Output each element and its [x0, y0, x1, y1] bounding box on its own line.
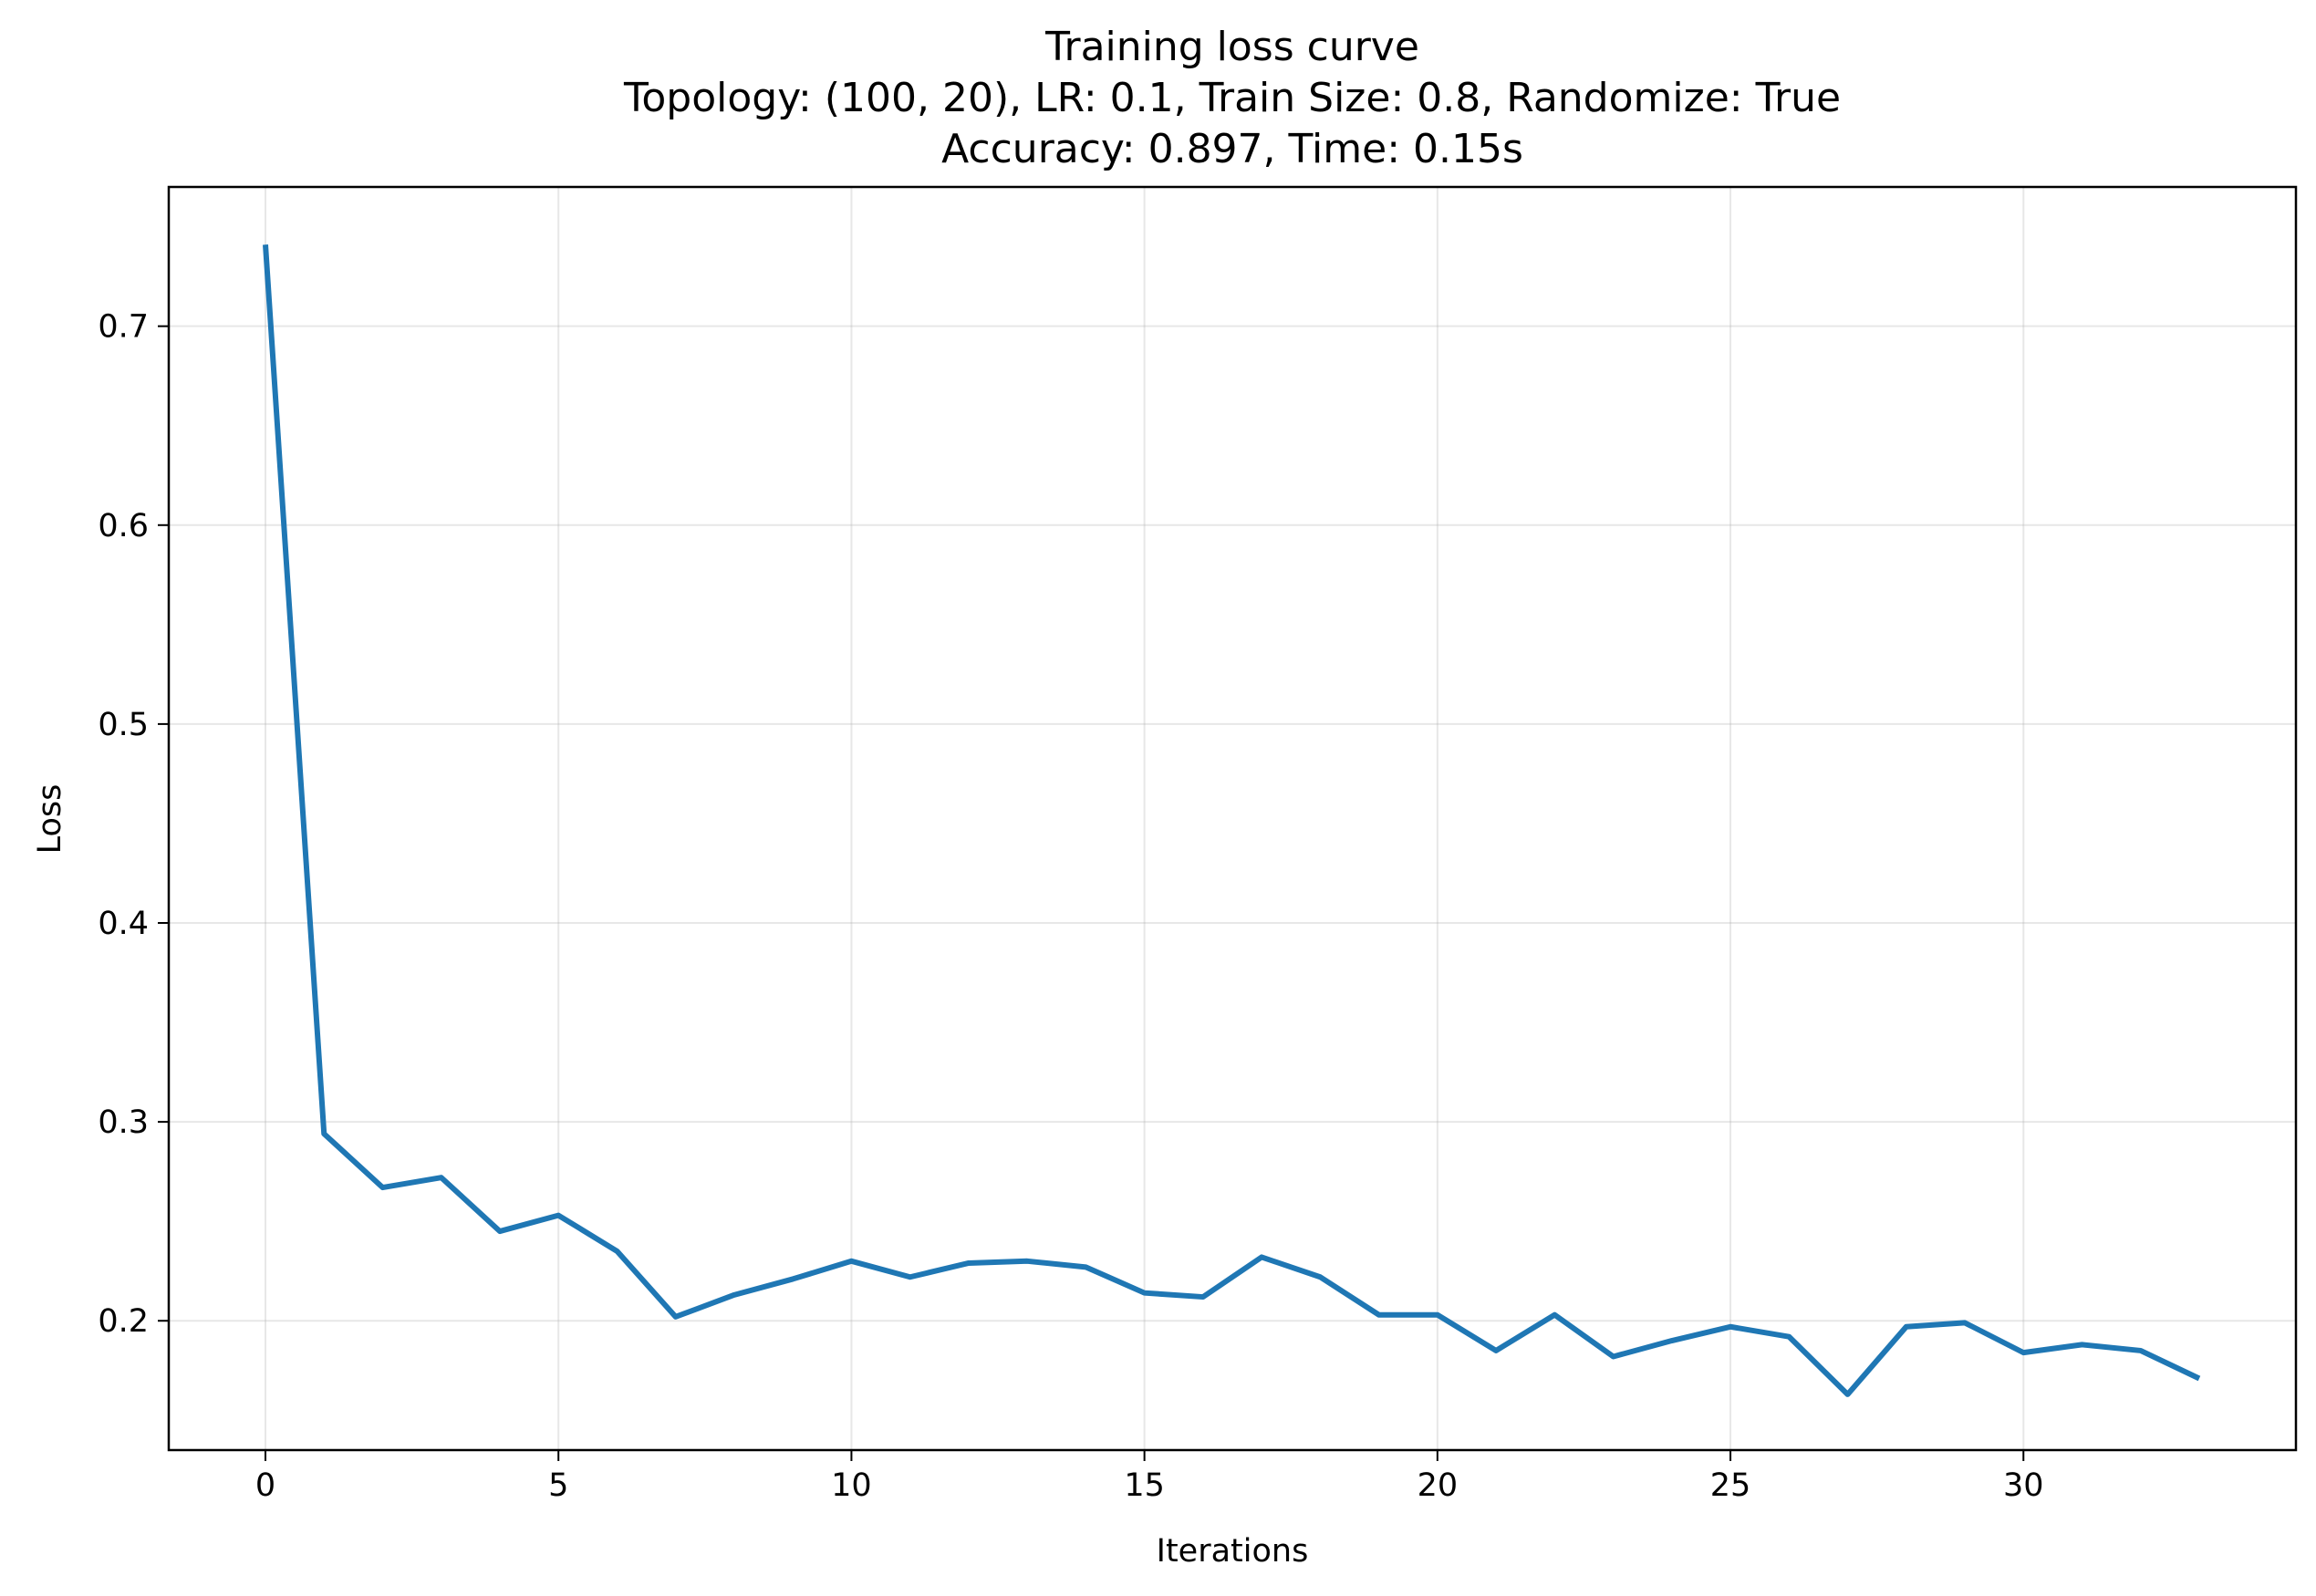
y-tick-label: 0.3 — [98, 1104, 149, 1141]
x-tick-label: 10 — [831, 1467, 872, 1504]
chart-title-line-2: Topology: (100, 20), LR: 0.1, Train Size… — [623, 75, 1841, 121]
x-tick-label: 20 — [1418, 1467, 1459, 1504]
x-tick-label: 30 — [2003, 1467, 2044, 1504]
y-axis-label: Loss — [32, 784, 68, 855]
loss-series-line — [263, 244, 2201, 1397]
plot-frame — [167, 185, 2298, 1452]
x-tick-label: 5 — [548, 1467, 568, 1504]
grid-lines — [169, 187, 2296, 1450]
y-tick-label: 0.4 — [98, 906, 149, 942]
y-tick-label: 0.7 — [98, 309, 149, 346]
x-axis-label: Iterations — [1157, 1533, 1309, 1570]
chart-title-line-3: Accuracy: 0.897, Time: 0.15s — [941, 126, 1523, 172]
series-layer — [263, 244, 2201, 1397]
x-tick-label: 15 — [1124, 1467, 1165, 1504]
chart-title-line-1: Training loss curve — [1044, 24, 1419, 70]
y-tick-label: 0.5 — [98, 707, 149, 743]
x-tick-label: 25 — [1710, 1467, 1751, 1504]
y-tick-label: 0.2 — [98, 1303, 149, 1340]
y-tick-label: 0.6 — [98, 508, 149, 544]
axis-ticks: 0 5 10 15 20 25 30 0.2 0.3 0.4 0.5 0.6 0.7 — [98, 309, 2043, 1504]
x-tick-label: 0 — [255, 1467, 275, 1504]
